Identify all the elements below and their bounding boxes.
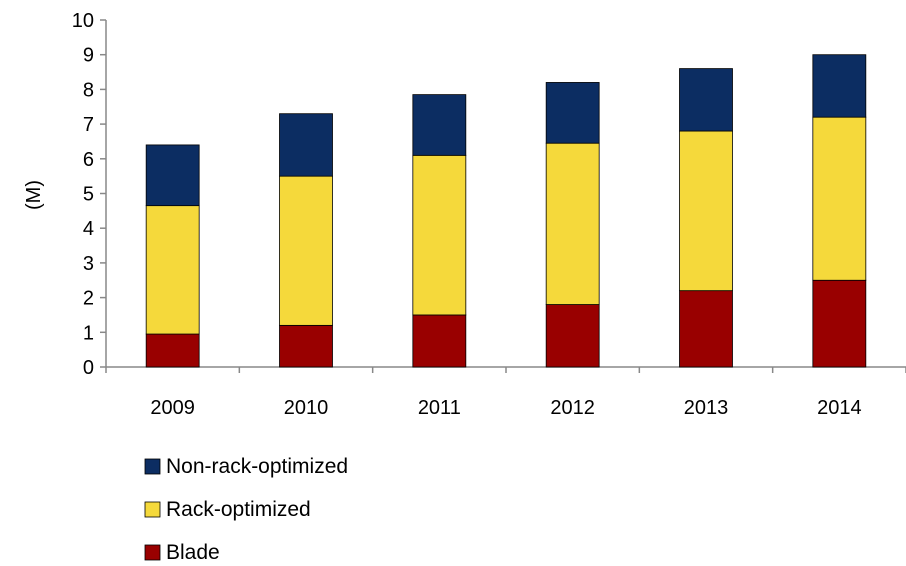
y-tick-label: 5 xyxy=(83,184,94,206)
bar-segment xyxy=(280,114,333,176)
legend-swatch xyxy=(145,502,160,517)
bar-segment xyxy=(546,305,599,367)
legend-label: Blade xyxy=(166,541,220,564)
y-tick-labels: 0 1 2 3 4 5 6 7 8 9 10 xyxy=(72,10,94,379)
y-tick-label: 7 xyxy=(83,114,94,136)
y-tick-label: 2 xyxy=(83,288,94,310)
y-axis-title: (M) xyxy=(23,180,45,210)
bar-segment xyxy=(280,325,333,367)
bar-segment xyxy=(813,55,866,117)
x-tick-label: 2012 xyxy=(550,397,595,419)
y-tick-label: 9 xyxy=(83,45,94,67)
bar-segment xyxy=(680,69,733,131)
bar-segment xyxy=(413,315,466,367)
y-tick-label: 6 xyxy=(83,149,94,171)
legend-item: Rack-optimized xyxy=(145,498,311,521)
legend-swatch xyxy=(145,545,160,560)
y-tick-label: 1 xyxy=(83,322,94,344)
x-tick-label: 2009 xyxy=(150,397,195,419)
legend: Non-rack-optimized Rack-optimized Blade xyxy=(145,455,348,564)
bar-segment xyxy=(813,117,866,280)
bar-segment xyxy=(146,206,199,334)
legend-label: Non-rack-optimized xyxy=(166,455,348,478)
bar-segment xyxy=(680,291,733,367)
x-tick-label: 2013 xyxy=(684,397,729,419)
x-tick-label: 2014 xyxy=(817,397,862,419)
y-tick-label: 8 xyxy=(83,79,94,101)
y-tick-label: 4 xyxy=(83,218,94,240)
legend-item: Non-rack-optimized xyxy=(145,455,348,478)
bar-segment xyxy=(413,95,466,156)
bar-segment xyxy=(546,143,599,304)
bar-segment xyxy=(280,176,333,325)
x-tick-labels: 2009 2010 2011 2012 2013 2014 xyxy=(150,397,861,419)
y-tick-label: 3 xyxy=(83,253,94,275)
y-tick-label: 0 xyxy=(83,357,94,379)
bar-segment xyxy=(813,280,866,367)
bar-segment xyxy=(546,82,599,143)
bar-segment xyxy=(146,145,199,206)
legend-swatch xyxy=(145,459,160,474)
x-tick-label: 2010 xyxy=(284,397,329,419)
legend-label: Rack-optimized xyxy=(166,498,311,521)
bar-segment xyxy=(680,131,733,291)
legend-item: Blade xyxy=(145,541,220,564)
bars xyxy=(146,55,866,367)
bar-segment xyxy=(146,334,199,367)
axes xyxy=(100,20,906,373)
bar-segment xyxy=(413,155,466,315)
y-tick-label: 10 xyxy=(72,10,94,32)
x-tick-label: 2011 xyxy=(418,397,461,419)
